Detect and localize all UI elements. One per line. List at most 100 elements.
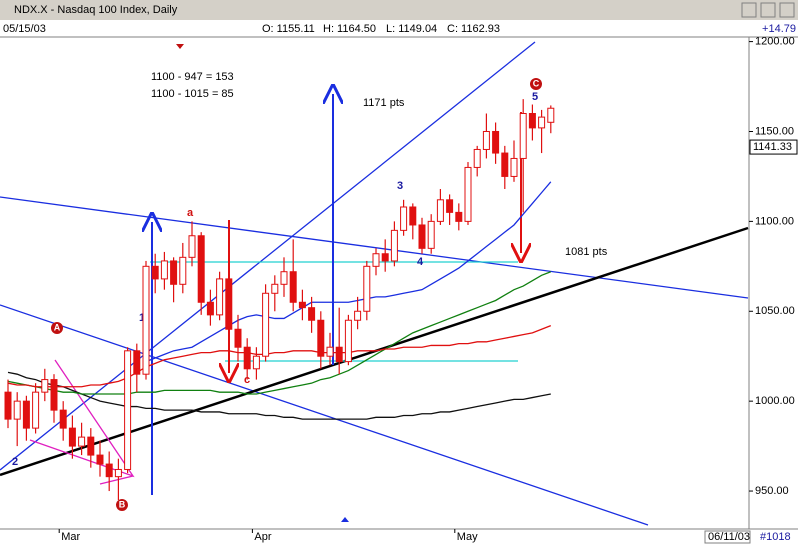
y-tick-label: 1000.00 [755,395,795,407]
candle-body [68,427,76,447]
wave-circle [530,78,542,90]
candle-body [170,260,178,285]
candle-body [133,350,141,375]
close-label: C: 1162.93 [447,23,500,35]
trendline [0,196,749,299]
annotation: 1100 - 1015 = 85 [151,88,234,100]
high-label: H: 1164.50 [323,23,376,35]
trendline [0,41,536,471]
candle-body [142,265,150,375]
wave-label: 4 [417,256,424,268]
open-label: O: 1155.11 [262,23,315,35]
candle-body [436,199,444,222]
trendline [0,304,649,526]
candle-body [308,307,316,321]
marker [176,44,184,49]
candle-body [400,206,408,231]
close-button[interactable] [779,2,795,18]
wave-label: 5 [532,91,538,103]
candle-body [22,400,30,429]
moving-average [145,181,552,363]
low-label: L: 1149.04 [386,23,437,35]
candle-body [50,379,58,411]
x-tick-label: Mar [61,531,80,543]
end-date: 06/11/03 [708,531,750,543]
candle-body [160,260,168,280]
candle-body [335,346,343,363]
marker [341,517,349,522]
wedge [29,359,135,478]
wave-label: A [54,322,61,332]
candle-body [243,346,251,370]
candle-body [105,463,113,478]
candle-body [510,157,518,177]
change-label: +14.79 [762,23,796,35]
candle-body [482,130,490,150]
candle-body [179,256,187,285]
x-tick-label: May [457,531,478,543]
wedge [99,475,134,485]
candle-body [446,199,454,213]
candle-body [280,271,288,285]
y-tick-label: 1200.00 [755,36,795,48]
moving-average [7,371,551,420]
annotation: 1081 pts [565,246,608,258]
y-tick-label: 950.00 [755,485,789,497]
candle-body [32,391,40,429]
moving-average [7,325,552,388]
y-tick-label: 1150.00 [755,125,794,137]
annotation: 1100 - 947 = 153 [151,71,234,83]
candle-body [455,211,463,222]
wave-label: B [119,499,126,509]
moving-average [7,271,552,395]
wave-circle [116,499,128,511]
y-tick-label: 1050.00 [755,305,795,317]
candle-body [547,107,555,123]
candle-body [216,278,224,316]
chart-symbol: NDX.X - Nasdaq 100 Index, Daily [14,4,178,16]
candle-body [252,355,260,370]
candle-body [538,116,546,129]
wave-label: c [244,374,250,386]
candle-body [464,166,472,222]
wave-label: 1 [139,312,145,324]
candle-body [390,229,398,262]
candle-body [372,253,380,267]
candle-body [225,278,233,330]
candle-body [298,301,306,309]
candle-body [409,206,417,226]
wave-label: C [533,78,540,88]
last-value-box [749,139,798,155]
candle-body [326,346,334,357]
candle-body [59,409,67,429]
candle-body [13,400,21,420]
wave-label: 3 [397,180,403,192]
candle-body [317,319,325,357]
last-value-label: 1141.33 [753,141,792,153]
candle-body [151,265,159,280]
y-tick-label: 1100.00 [755,215,794,227]
wave-label: a [187,207,194,219]
candle-body [271,283,279,294]
candle-body [96,454,104,465]
candle-body [234,328,242,348]
title-bar [0,0,798,20]
candle-body [289,271,297,303]
candle-body [418,224,426,249]
candle-body [197,235,205,303]
candle-body [354,310,362,321]
bar-count: #1018 [760,531,791,543]
wave-label: 2 [12,456,18,468]
candle-body [344,319,352,363]
candle-body [262,292,270,357]
candle-body [501,152,509,177]
candle-body [188,235,196,258]
candle-body [41,379,49,393]
candle-body [473,148,481,168]
minimize-button[interactable] [741,2,757,18]
candle-body [114,468,122,478]
drawings [0,41,749,526]
maximize-button[interactable] [760,2,776,18]
candle-body [528,113,536,129]
candle-body [519,113,527,159]
